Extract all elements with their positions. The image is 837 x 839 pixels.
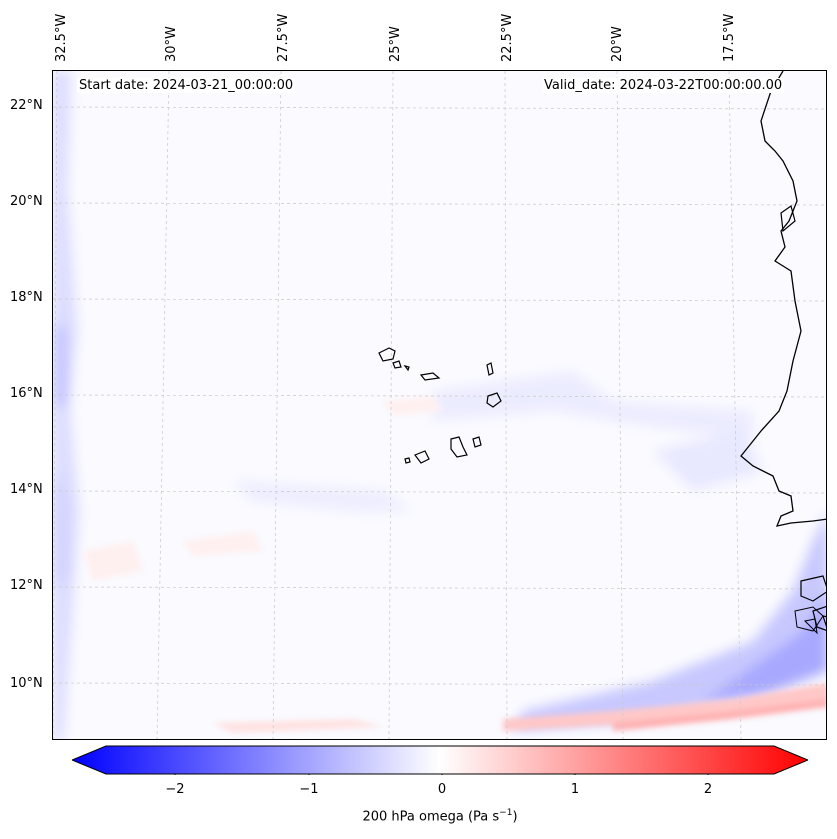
valid-date-label: Valid_date: 2024-03-22T00:00:00.00 (542, 78, 785, 93)
map-canvas (53, 71, 826, 739)
colorbar-title-text: 200 hPa omega (Pa s (362, 809, 500, 825)
lat-label-22n: 22°N (10, 98, 43, 113)
island-santa-luzia (403, 365, 410, 372)
island-sal (486, 362, 494, 376)
colorbar-title-exp: −1 (499, 808, 513, 818)
colorbar (72, 745, 808, 775)
lat-label-18n: 18°N (10, 290, 43, 305)
lat-label-16n: 16°N (10, 386, 43, 401)
lon-label-17-5w: 17.5°W (722, 13, 737, 62)
map-gridlines (53, 71, 826, 739)
lon-label-22-5w: 22.5°W (500, 13, 515, 62)
lon-label-25w: 25°W (388, 26, 403, 62)
omega-positive-patches (83, 396, 826, 733)
start-date-label: Start date: 2024-03-21_00:00:00 (77, 78, 296, 93)
colorbar-title-close: ) (512, 809, 518, 825)
lat-label-14n: 14°N (10, 482, 43, 497)
island-brava (404, 457, 411, 464)
lon-label-32-5w: 32.5°W (54, 13, 69, 62)
colorbar-title: 200 hPa omega (Pa s−1) (0, 808, 837, 824)
bijagos-islands (794, 606, 824, 635)
colorbar-ticks (174, 774, 709, 775)
island-boa-vista (486, 392, 502, 408)
colorbar-tick-minus1: −1 (299, 782, 319, 797)
colorbar-gradient (72, 745, 808, 775)
coast-inlet-north (780, 205, 796, 233)
island-fogo (414, 450, 430, 464)
lat-label-12n: 12°N (10, 578, 43, 593)
island-santiago (450, 436, 468, 458)
lon-label-30w: 30°W (164, 26, 179, 62)
colorbar-tick-0: 0 (437, 782, 447, 797)
lon-label-27-5w: 27.5°W (276, 13, 291, 62)
colorbar-tick-minus2: −2 (165, 782, 185, 797)
island-sao-vicente (392, 360, 402, 369)
map-panel (52, 70, 827, 740)
island-santo-antao (378, 347, 396, 362)
island-sao-nicolau (419, 372, 441, 381)
lon-label-20w: 20°W (610, 26, 625, 62)
africa-coastline (740, 71, 826, 527)
colorbar-tick-2: 2 (703, 782, 713, 797)
lat-label-20n: 20°N (10, 194, 43, 209)
omega-negative-patches (53, 71, 826, 739)
cape-verde-islands (378, 347, 502, 464)
colorbar-tick-1: 1 (570, 782, 580, 797)
island-maio (472, 436, 482, 448)
lat-label-10n: 10°N (10, 676, 43, 691)
